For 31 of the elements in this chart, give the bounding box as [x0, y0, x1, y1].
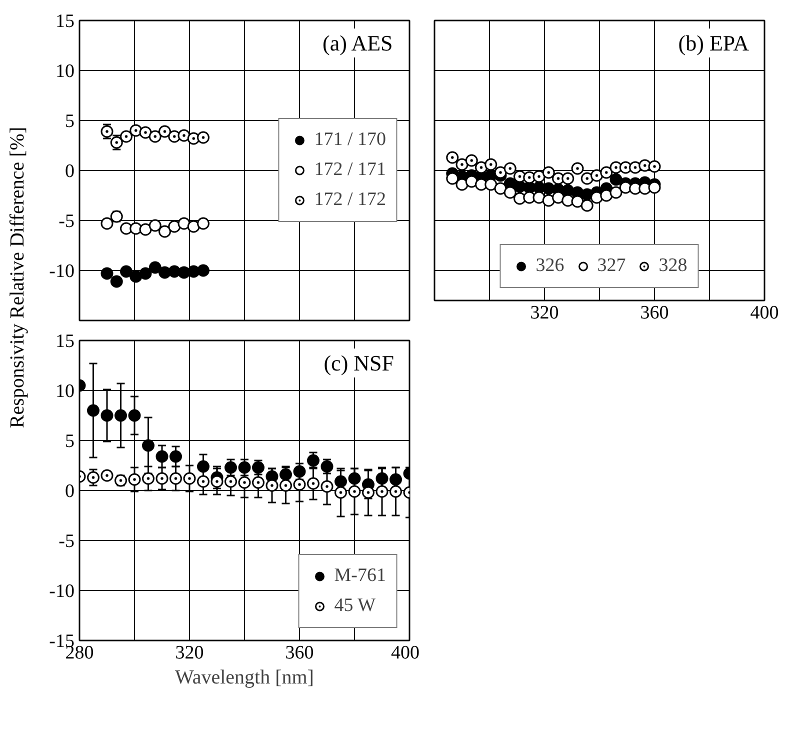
text: (c) NSF: [324, 350, 394, 376]
y-tick-label: 10: [56, 61, 74, 82]
y-tick-label: -10: [49, 261, 74, 282]
y-tick-label: 10: [56, 381, 74, 402]
x-tick-label: 360: [285, 642, 314, 664]
x-tick-label: 320: [530, 302, 559, 324]
y-tick-label: -5: [58, 211, 74, 232]
y-tick-label: -5: [58, 531, 74, 552]
y-tick-label: 0: [65, 161, 74, 182]
legend-label: 172 / 171: [314, 159, 386, 181]
legend-label: 45 W: [334, 595, 376, 617]
y-tick-label: 5: [65, 111, 74, 132]
legend-label: 172 / 172: [314, 189, 386, 211]
legend-label: 326: [536, 255, 564, 277]
legend-label: M-761: [334, 565, 386, 587]
x-tick-label: 400: [391, 642, 420, 664]
legend-label: 171 / 170: [314, 129, 386, 151]
text: (a) AES: [322, 30, 393, 56]
x-tick-label: 360: [640, 302, 669, 324]
x-tick-label: 400: [750, 302, 779, 324]
y-tick-label: 0: [65, 481, 74, 502]
y-tick-label: 15: [56, 331, 74, 352]
y-tick-label: 15: [56, 11, 74, 32]
x-tick-label: 320: [175, 642, 204, 664]
y-tick-label: 5: [65, 431, 74, 452]
x-axis-title: Wavelength [nm]: [175, 666, 314, 688]
legend-label: 328: [658, 255, 688, 277]
text: (b) EPA: [678, 30, 750, 56]
y-tick-label: -10: [49, 581, 74, 602]
legend-label: 327: [597, 255, 626, 277]
y-axis-title: Responsivity Relative Difference [%]: [6, 126, 28, 428]
